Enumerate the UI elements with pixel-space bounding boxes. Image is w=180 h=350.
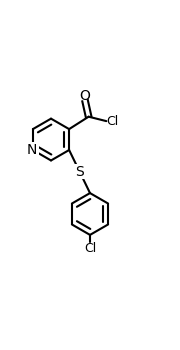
Text: O: O — [80, 89, 91, 103]
Text: Cl: Cl — [84, 242, 96, 255]
Text: Cl: Cl — [106, 114, 118, 128]
Text: N: N — [27, 143, 37, 157]
Text: S: S — [75, 164, 84, 178]
